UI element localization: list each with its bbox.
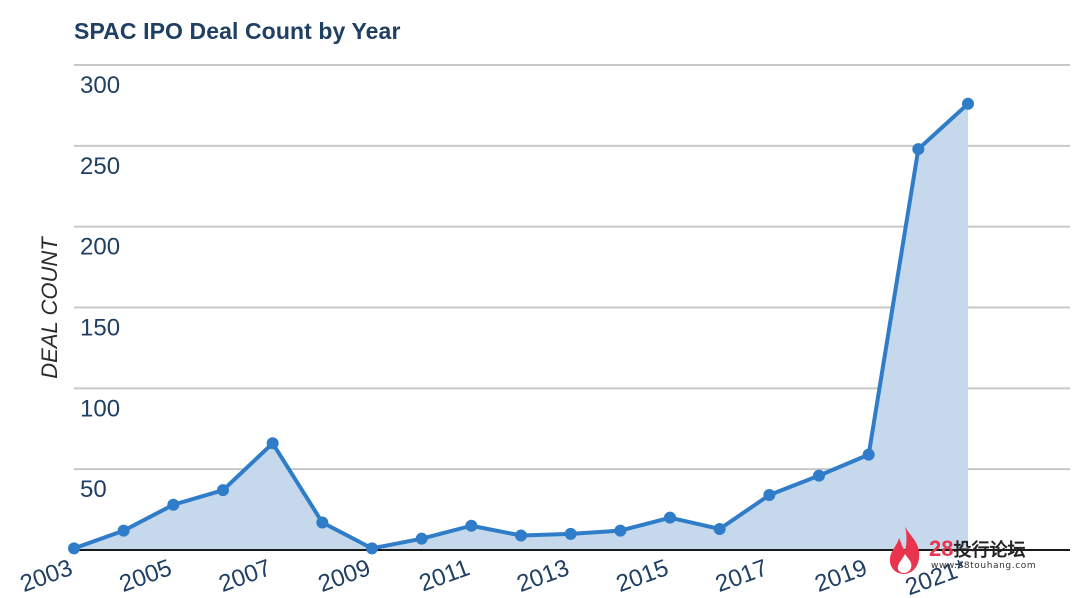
- x-tick-label-2011: 2011: [416, 554, 474, 597]
- data-point-2016: [713, 522, 726, 535]
- data-point-2020: [912, 143, 925, 156]
- data-point-2003: [68, 542, 80, 555]
- flame-logo-icon: [889, 526, 920, 574]
- y-tick-label-250: 250: [80, 153, 120, 180]
- area-fill: [74, 103, 968, 551]
- data-point-2011: [465, 519, 478, 532]
- data-point-2021: [962, 97, 974, 110]
- data-point-2007: [266, 437, 279, 450]
- y-axis-label: DEAL COUNT: [37, 237, 62, 379]
- data-point-2015: [664, 511, 676, 524]
- y-tick-label-200: 200: [80, 234, 120, 261]
- data-point-2013: [564, 527, 577, 540]
- chart-title: SPAC IPO Deal Count by Year: [74, 18, 401, 44]
- x-tick-label-2005: 2005: [116, 554, 175, 598]
- data-point-2010: [415, 532, 428, 545]
- x-tick-label-2015: 2015: [613, 554, 672, 598]
- data-point-2009: [366, 542, 378, 555]
- data-point-2004: [117, 524, 130, 537]
- x-tick-label-2003: 2003: [17, 554, 76, 598]
- data-points: [68, 97, 974, 555]
- watermark-url: www.28touhang.com: [931, 561, 1037, 571]
- y-tick-label-150: 150: [80, 315, 120, 342]
- y-tick-label-100: 100: [80, 395, 120, 422]
- data-point-2006: [217, 484, 229, 497]
- data-point-2017: [763, 489, 776, 502]
- data-point-2014: [614, 524, 627, 537]
- data-point-2005: [167, 498, 180, 511]
- x-tick-label-2019: 2019: [811, 554, 870, 598]
- data-point-2019: [862, 448, 875, 461]
- y-tick-label-50: 50: [80, 476, 107, 503]
- x-tick-label-2009: 2009: [315, 554, 374, 598]
- x-tick-labels: 2003 2005 2007 2009 2011 2013 2015 2017 2019 2021…: [17, 554, 970, 598]
- area-fill-layer: [74, 103, 968, 551]
- data-point-2012: [515, 529, 527, 542]
- x-tick-label-2017: 2017: [712, 554, 771, 598]
- watermark-brand-number: 28: [929, 536, 954, 561]
- y-tick-labels: 50 100 150 200 250 300: [80, 72, 120, 503]
- watermark-brand: 28投行论坛: [929, 536, 1025, 562]
- data-point-2008: [316, 516, 329, 529]
- gridlines: [74, 64, 1070, 471]
- watermark-brand-text: 投行论坛: [953, 540, 1026, 561]
- watermark: 28投行论坛 www.28touhang.com: [885, 524, 1065, 576]
- y-tick-label-300: 300: [80, 72, 120, 99]
- data-point-2018: [813, 469, 825, 482]
- x-tick-label-2013: 2013: [513, 554, 572, 598]
- x-tick-label-2007: 2007: [215, 554, 274, 598]
